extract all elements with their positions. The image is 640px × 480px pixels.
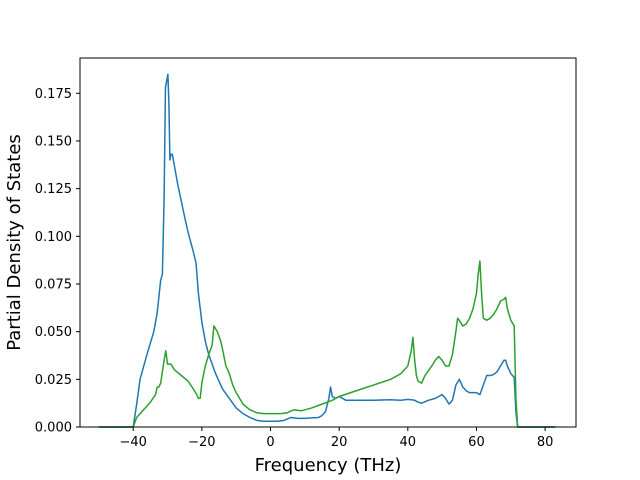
- y-axis-label: Partial Density of States: [4, 134, 25, 351]
- x-tick-label: −20: [188, 435, 215, 450]
- y-tick-label: 0.050: [35, 325, 72, 340]
- x-tick-label: 40: [400, 435, 417, 450]
- series-line-2: [98, 260, 556, 428]
- plot-frame: [79, 57, 577, 428]
- x-tick-label: 60: [468, 435, 485, 450]
- y-tick-label: 0.175: [35, 87, 72, 102]
- x-tick-label: −40: [119, 435, 146, 450]
- y-axis-ticks: 0.000 0.025 0.050 0.075 0.100 0.125 0.150 0.175: [35, 87, 80, 436]
- x-tick-label: 20: [331, 435, 348, 450]
- y-tick-label: 0.125: [35, 182, 72, 197]
- y-tick-label: 0.025: [35, 373, 72, 388]
- series-line-1: [98, 73, 556, 428]
- x-axis-label: Frequency (THz): [255, 455, 402, 476]
- x-axis-ticks: −40 −20 0 20 40 60 80: [119, 427, 553, 450]
- x-tick-label: 0: [266, 435, 274, 450]
- series-layer: [98, 73, 556, 428]
- y-tick-label: 0.150: [35, 134, 72, 149]
- y-tick-label: 0.000: [35, 421, 72, 436]
- y-tick-label: 0.100: [35, 230, 72, 245]
- y-tick-label: 0.075: [35, 277, 72, 292]
- x-tick-label: 80: [537, 435, 554, 450]
